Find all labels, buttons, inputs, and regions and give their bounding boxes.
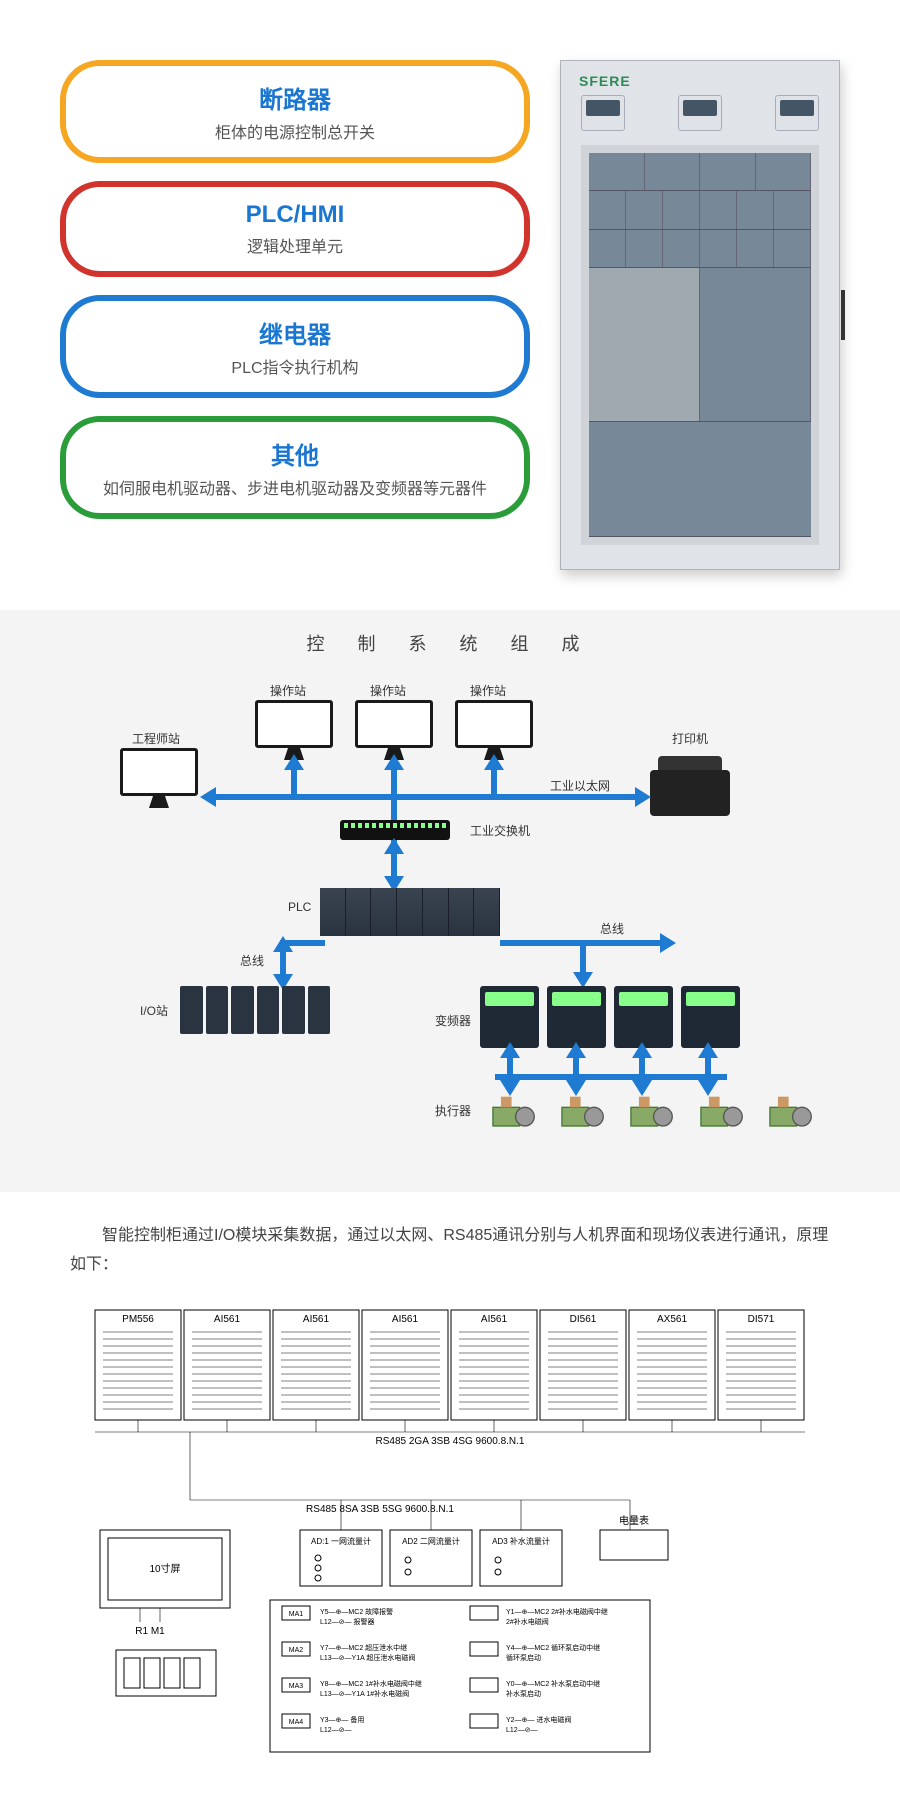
svg-text:Y3—⊕— 备用: Y3—⊕— 备用 <box>320 1715 364 1724</box>
operator-station-label: 操作站 <box>470 682 506 699</box>
pill-title: 断路器 <box>86 80 504 115</box>
svg-text:DI571: DI571 <box>748 1314 775 1325</box>
monitor-icon <box>120 748 198 808</box>
svg-text:Y1—⊕—MC2 2#补水电磁阀中继: Y1—⊕—MC2 2#补水电磁阀中继 <box>506 1607 608 1616</box>
svg-text:补水泵启动: 补水泵启动 <box>506 1689 541 1698</box>
cabinet-window <box>581 145 819 545</box>
pill-sub: 逻辑处理单元 <box>86 233 504 257</box>
svg-text:10寸屏: 10寸屏 <box>149 1562 180 1575</box>
svg-text:Y0—⊕—MC2 补水泵启动中继: Y0—⊕—MC2 补水泵启动中继 <box>506 1679 600 1688</box>
svg-text:Y5—⊕—MC2 故障报警: Y5—⊕—MC2 故障报警 <box>320 1607 393 1616</box>
pill-other: 其他 如伺服电机驱动器、步进电机驱动器及变频器等元器件 <box>60 416 530 519</box>
wiring-schematic: PM556 AI561 AI561 AI561 AI561 DI561 AX561 DI571… <box>70 1300 830 1760</box>
io-label: I/O站 <box>140 1002 168 1019</box>
topology-diagram: 操作站 操作站 操作站 工程师站 打印机 工业以太网 工业交换机 PLC <box>40 682 860 1152</box>
printer-icon <box>650 770 730 816</box>
svg-text:MA4: MA4 <box>289 1719 304 1726</box>
component-pills: 断路器 柜体的电源控制总开关 PLC/HMI 逻辑处理单元 继电器 PLC指令执… <box>60 60 530 570</box>
meter-icon <box>775 95 819 131</box>
operator-station-label: 操作站 <box>370 682 406 699</box>
io-rack-icon <box>180 986 330 1034</box>
pill-relay: 继电器 PLC指令执行机构 <box>60 295 530 398</box>
bus-label: 总线 <box>600 920 624 937</box>
svg-text:RS485 8SA 3SB 5SG 9600.8.N.: RS485 8SA 3SB 5SG 9600.8.N.1 <box>306 1504 454 1515</box>
svg-text:MA1: MA1 <box>289 1611 304 1618</box>
pill-sub: 如伺服电机驱动器、步进电机驱动器及变频器等元器件 <box>86 475 504 499</box>
svg-text:电量表: 电量表 <box>619 1514 649 1527</box>
pill-sub: 柜体的电源控制总开关 <box>86 119 504 143</box>
bus-label: 总线 <box>240 952 264 969</box>
actuator-group-icon <box>480 1094 820 1134</box>
monitor-icon <box>355 700 433 760</box>
pill-plc-hmi: PLC/HMI 逻辑处理单元 <box>60 181 530 277</box>
svg-text:AD:1 一网流量计: AD:1 一网流量计 <box>311 1536 371 1546</box>
vfd-label: 变频器 <box>435 1012 471 1029</box>
svg-text:PM556: PM556 <box>122 1314 154 1325</box>
svg-text:L13—⊘—Y1A 1#补水电磁阀: L13—⊘—Y1A 1#补水电磁阀 <box>320 1689 409 1698</box>
components-section: 断路器 柜体的电源控制总开关 PLC/HMI 逻辑处理单元 继电器 PLC指令执… <box>0 0 900 610</box>
ethernet-label: 工业以太网 <box>550 777 610 794</box>
svg-text:L13—⊘—Y1A 超压泄水电磁阀: L13—⊘—Y1A 超压泄水电磁阀 <box>320 1653 415 1662</box>
svg-text:Y7—⊕—MC2 超压泄水中继: Y7—⊕—MC2 超压泄水中继 <box>320 1643 407 1652</box>
schematic-description: 智能控制柜通过I/O模块采集数据，通过以太网、RS485通讯分别与人机界面和现场… <box>70 1222 830 1280</box>
meter-icon <box>678 95 722 131</box>
schematic-section: 智能控制柜通过I/O模块采集数据，通过以太网、RS485通讯分别与人机界面和现场… <box>0 1192 900 1810</box>
svg-text:DI561: DI561 <box>570 1314 597 1325</box>
monitor-icon <box>255 700 333 760</box>
printer-label: 打印机 <box>672 730 708 747</box>
meter-icon <box>581 95 625 131</box>
svg-text:Y2—⊕— 进水电磁阀: Y2—⊕— 进水电磁阀 <box>506 1715 571 1724</box>
svg-text:AI561: AI561 <box>214 1314 241 1325</box>
svg-text:AI561: AI561 <box>481 1314 508 1325</box>
switch-icon <box>340 820 450 840</box>
svg-text:R1 M1: R1 M1 <box>135 1626 165 1637</box>
plc-label: PLC <box>288 900 311 914</box>
svg-text:MA3: MA3 <box>289 1683 304 1690</box>
svg-text:AI561: AI561 <box>392 1314 419 1325</box>
pill-title: 其他 <box>86 436 504 471</box>
svg-text:L12—⊘—: L12—⊘— <box>506 1727 538 1734</box>
cabinet-meters <box>581 95 819 131</box>
topology-title: 控 制 系 统 组 成 <box>0 630 900 656</box>
svg-text:AX561: AX561 <box>657 1314 687 1325</box>
svg-text:L12—⊘—: L12—⊘— <box>320 1727 352 1734</box>
svg-text:2#补水电磁阀: 2#补水电磁阀 <box>506 1617 549 1626</box>
engineer-station-label: 工程师站 <box>132 730 180 747</box>
svg-text:Y4—⊕—MC2 循环泵启动中继: Y4—⊕—MC2 循环泵启动中继 <box>506 1643 600 1652</box>
pill-title: 继电器 <box>86 315 504 350</box>
svg-text:AD3 补水流量计: AD3 补水流量计 <box>492 1536 550 1546</box>
svg-text:RS485 2GA 3SB 4SG 9600.8.N.: RS485 2GA 3SB 4SG 9600.8.N.1 <box>376 1436 525 1447</box>
svg-text:循环泵启动: 循环泵启动 <box>506 1653 541 1662</box>
pill-title: PLC/HMI <box>86 201 504 229</box>
switch-label: 工业交换机 <box>470 822 530 839</box>
actuator-label: 执行器 <box>435 1102 471 1119</box>
operator-station-label: 操作站 <box>270 682 306 699</box>
cabinet-handle-icon <box>841 290 845 340</box>
svg-text:Y8—⊕—MC2 1#补水电磁阀中继: Y8—⊕—MC2 1#补水电磁阀中继 <box>320 1679 422 1688</box>
pill-breaker: 断路器 柜体的电源控制总开关 <box>60 60 530 163</box>
monitor-icon <box>455 700 533 760</box>
cabinet-brand-label: SFERE <box>579 73 631 89</box>
vfd-group-icon <box>480 986 740 1048</box>
svg-text:L12—⊘— 报警器: L12—⊘— 报警器 <box>320 1617 375 1626</box>
svg-text:MA2: MA2 <box>289 1647 304 1654</box>
plc-rack-icon <box>320 888 500 936</box>
svg-text:AD2 二网流量计: AD2 二网流量计 <box>402 1536 460 1546</box>
pill-sub: PLC指令执行机构 <box>86 354 504 378</box>
svg-text:AI561: AI561 <box>303 1314 330 1325</box>
control-cabinet: SFERE <box>560 60 840 570</box>
topology-section: 控 制 系 统 组 成 操作站 操作站 操作站 工程师站 打印机 工业以太网 工… <box>0 610 900 1192</box>
